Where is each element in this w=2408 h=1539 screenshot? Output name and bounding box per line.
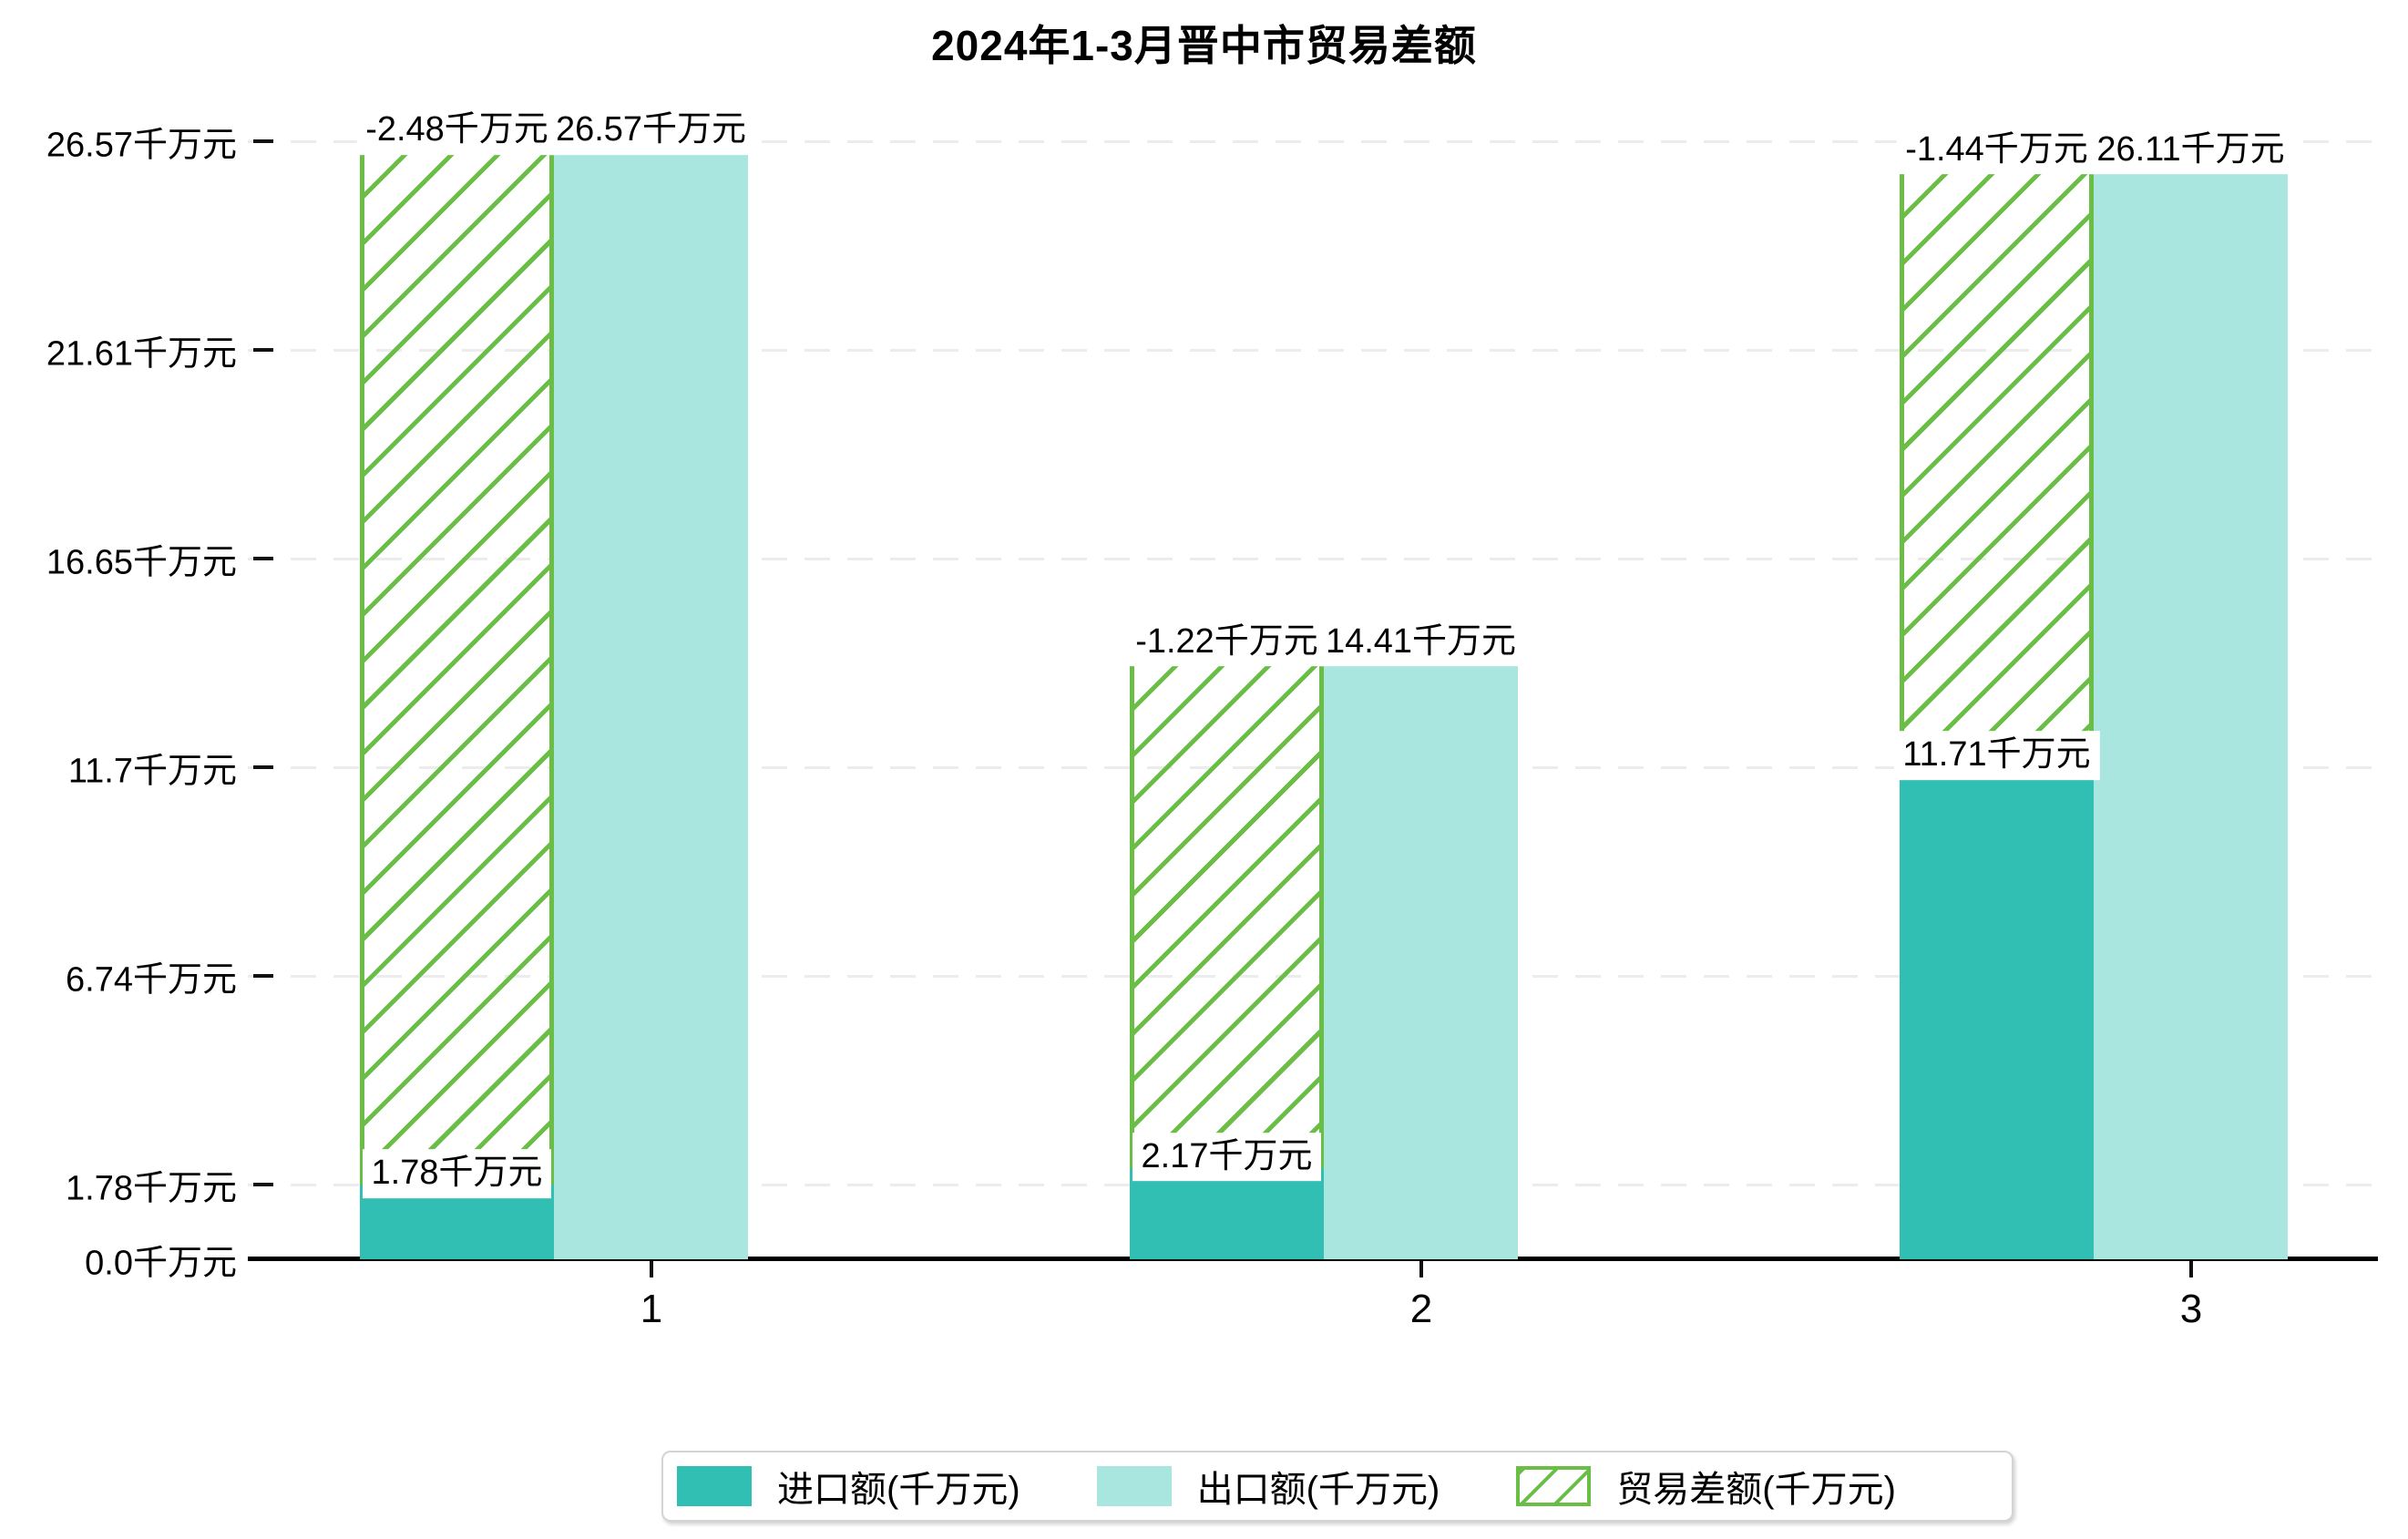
legend-item-label: 进口额(千万元) xyxy=(777,1470,1020,1510)
export-swatch xyxy=(1096,1466,1172,1506)
y-tick-mark xyxy=(253,973,273,978)
chart-title: 2024年1-3月晋中市贸易差额 xyxy=(931,22,1477,69)
balance-hatch-swatch xyxy=(1516,1466,1592,1506)
export-bar xyxy=(2094,160,2288,1259)
y-gridline xyxy=(248,349,2378,353)
y-tick-mark xyxy=(253,557,273,561)
legend: 进口额(千万元) 出口额(千万元) 贸易差额(千万元) xyxy=(661,1451,2013,1522)
y-tick-label: 26.57千万元 xyxy=(46,126,237,165)
import-value-label: 1.78千万元 xyxy=(362,1148,552,1198)
y-tick-label: 0.0千万元 xyxy=(85,1244,237,1283)
y-tick-label: 6.74千万元 xyxy=(66,960,237,1000)
import-swatch xyxy=(677,1466,752,1506)
legend-item: 出口额(千万元) xyxy=(1096,1460,1440,1513)
balance-bar xyxy=(1130,652,1324,1168)
balance-value-label: -2.48千万元 xyxy=(356,106,558,156)
export-value-label: 26.57千万元 xyxy=(546,106,756,156)
import-value-label: 11.71千万元 xyxy=(1893,731,2100,781)
legend-item-label: 贸易差额(千万元) xyxy=(1616,1470,1896,1510)
legend-item: 进口额(千万元) xyxy=(677,1460,1020,1513)
export-value-label: 14.41千万元 xyxy=(1316,617,1526,667)
y-gridline xyxy=(248,140,2378,144)
y-tick-label: 21.61千万元 xyxy=(46,334,237,374)
import-bar xyxy=(1130,1167,1324,1259)
y-tick-mark xyxy=(253,1182,273,1186)
y-tick-mark xyxy=(253,764,273,769)
export-bar xyxy=(1324,652,1518,1259)
y-gridline xyxy=(248,558,2378,561)
y-tick-label: 1.78千万元 xyxy=(66,1169,237,1208)
balance-bar xyxy=(360,141,554,1185)
y-tick-label: 11.7千万元 xyxy=(67,752,237,791)
legend-item-label: 出口额(千万元) xyxy=(1196,1470,1440,1510)
x-tick-mark xyxy=(650,1261,653,1277)
balance-value-label: -1.44千万元 xyxy=(1896,125,2097,175)
y-tick-mark xyxy=(253,139,273,144)
balance-bar xyxy=(1900,160,2094,767)
import-bar xyxy=(1900,766,2094,1259)
x-tick-label: 2 xyxy=(1409,1287,1433,1331)
y-tick-mark xyxy=(253,348,273,353)
balance-value-label: -1.22千万元 xyxy=(1126,617,1327,667)
legend-item: 贸易差额(千万元) xyxy=(1516,1460,1896,1513)
export-value-label: 26.11千万元 xyxy=(2087,125,2294,175)
x-tick-mark xyxy=(2189,1261,2193,1277)
import-value-label: 2.17千万元 xyxy=(1132,1132,1322,1182)
export-bar xyxy=(554,141,748,1259)
y-tick-label: 16.65千万元 xyxy=(46,543,237,582)
x-tick-label: 1 xyxy=(640,1287,663,1331)
x-tick-mark xyxy=(1419,1261,1423,1277)
x-tick-label: 3 xyxy=(2179,1287,2203,1331)
